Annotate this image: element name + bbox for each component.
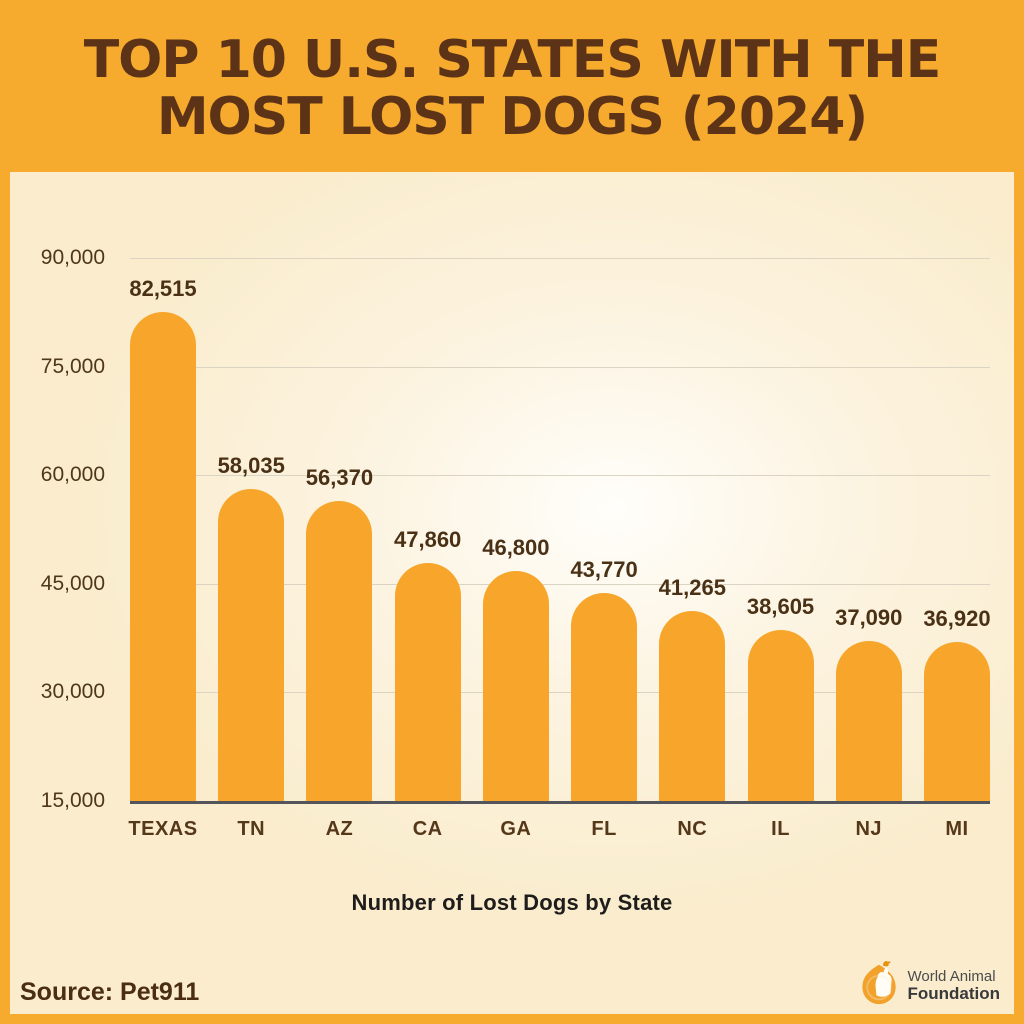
x-tick: GA	[483, 818, 549, 841]
plot-area: 82,515 58,035 56,370 47,860 46,800 43,770 41,2…	[129, 258, 991, 804]
bar-value-label: 41,265	[658, 575, 726, 600]
y-tick-label: 45,000	[40, 571, 105, 595]
bar-column: 58,035	[218, 258, 285, 801]
bar	[130, 312, 196, 801]
page-title-line1: TOP 10 U.S. STATES WITH THE	[83, 29, 942, 90]
bar	[747, 630, 814, 801]
gridline	[130, 692, 990, 694]
bar-value-label: 58,035	[217, 453, 285, 478]
bar-value-label: 38,605	[746, 594, 815, 619]
world-animal-foundation-logo: World Animal Foundation	[858, 960, 1000, 1013]
x-tick: TN	[218, 818, 284, 841]
bar-column: 37,090	[835, 258, 902, 801]
bar	[218, 489, 285, 801]
y-tick-label: 15,000	[40, 789, 105, 812]
bar-value-label: 56,370	[305, 465, 374, 490]
x-tick-label: TEXAS	[128, 818, 198, 840]
bar	[482, 571, 549, 801]
y-tick-label: 60,000	[40, 463, 105, 487]
bar-column: 41,265	[659, 258, 726, 801]
x-tick: NC	[659, 818, 725, 841]
header: TOP 10 U.S. STATES WITH THE MOST LOST DO…	[0, 0, 1024, 172]
y-tick-label: 30,000	[40, 680, 105, 704]
dog-paw-logo-icon	[858, 960, 900, 1013]
bar-column: 38,605	[747, 258, 814, 801]
x-axis-baseline	[130, 801, 990, 804]
gridline	[130, 583, 990, 585]
bar-value-label: 46,800	[482, 535, 550, 560]
logo-line1: World Animal	[907, 967, 996, 985]
bar-value-label: 36,920	[923, 606, 991, 631]
bar	[394, 563, 461, 801]
x-tick-label: CA	[412, 818, 443, 840]
bar-column: 47,860	[394, 258, 461, 801]
x-tick-label: TN	[237, 818, 266, 840]
x-tick-label: GA	[500, 818, 532, 840]
bar-column: 56,370	[306, 258, 373, 801]
x-tick: IL	[748, 818, 814, 841]
x-tick: AZ	[306, 818, 372, 841]
y-tick-label: 75,000	[40, 354, 105, 378]
bar-column: 36,920	[923, 258, 991, 801]
bar	[835, 641, 902, 801]
chart-panel: 90,000 75,000 60,000 45,000 30,000 15,000 82,…	[10, 172, 1014, 1014]
bar	[923, 642, 990, 801]
page-title-line2: MOST LOST DOGS (2024)	[156, 87, 868, 147]
x-tick-label: AZ	[325, 818, 354, 840]
y-axis-labels: 90,000 75,000 60,000 45,000 30,000 15,000	[10, 246, 105, 812]
x-tick-label: FL	[591, 818, 617, 840]
bar	[306, 501, 373, 801]
x-tick-label: MI	[945, 818, 969, 840]
logo-line2: Foundation	[907, 984, 1000, 1004]
bar-value-label: 43,770	[570, 557, 638, 582]
bar	[659, 611, 726, 801]
gridline	[130, 475, 990, 477]
logo-text: World Animal Foundation	[907, 967, 1000, 1004]
x-axis-labels: TEXAS TN AZ CA GA FL NC IL NJ MI	[128, 818, 990, 841]
x-axis-title: Number of Lost Dogs by State	[351, 890, 673, 915]
x-tick: NJ	[836, 818, 902, 841]
x-tick-label: IL	[771, 818, 790, 840]
bar-series: 82,515 58,035 56,370 47,860 46,800 43,770 41,2…	[129, 258, 991, 801]
x-tick: TEXAS	[128, 818, 198, 841]
x-tick: FL	[571, 818, 637, 841]
y-tick-label: 90,000	[40, 246, 105, 269]
source-credit: Source: Pet911	[20, 978, 200, 1006]
gridline	[130, 366, 990, 368]
bar-column: 46,800	[482, 258, 550, 801]
x-tick: CA	[395, 818, 461, 841]
bar	[571, 593, 638, 801]
bar-value-label: 47,860	[394, 527, 462, 552]
gridline	[130, 258, 990, 259]
bar-value-label: 37,090	[835, 605, 903, 630]
x-tick: MI	[924, 818, 990, 841]
bar-column: 82,515	[129, 258, 197, 801]
x-tick-label: NC	[677, 818, 708, 840]
x-tick-label: NJ	[855, 818, 883, 840]
bar-value-label: 82,515	[129, 276, 197, 301]
bar-column: 43,770	[570, 258, 638, 801]
